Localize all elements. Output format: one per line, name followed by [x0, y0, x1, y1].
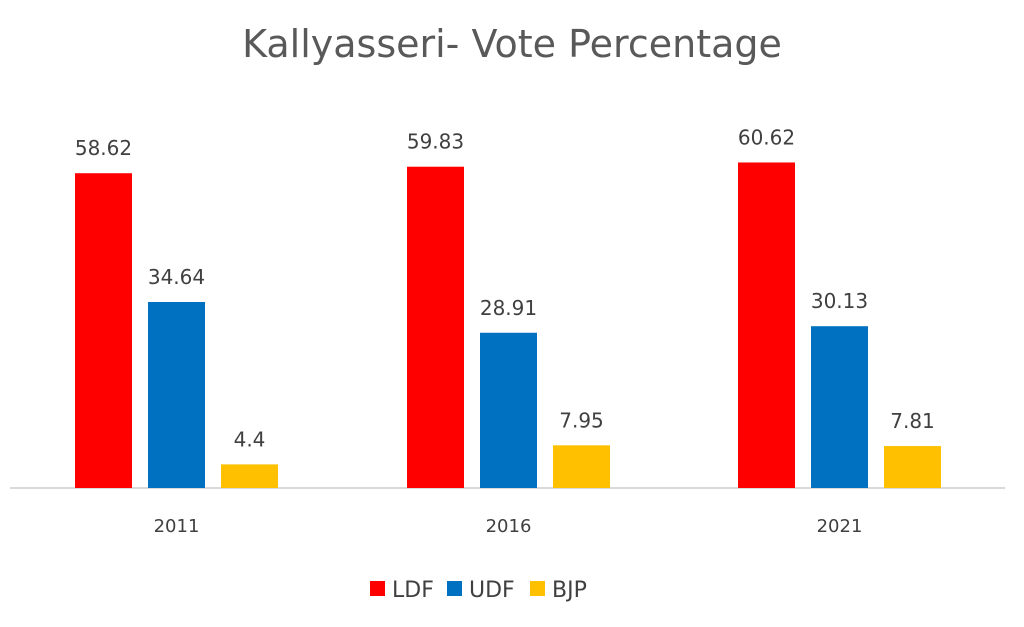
legend-swatch-ldf: [370, 581, 385, 596]
legend-swatch-udf: [447, 581, 462, 596]
data-label-bjp-2011: 4.4: [234, 427, 266, 451]
chart-title: Kallyasseri- Vote Percentage: [242, 22, 782, 66]
x-tick-label: 2016: [486, 516, 532, 537]
data-label-bjp-2016: 7.95: [559, 408, 604, 432]
legend-label-bjp: BJP: [552, 578, 587, 603]
bar-bjp-2021: [884, 446, 941, 488]
bar-bjp-2011: [221, 464, 278, 488]
bar-ldf-2011: [75, 173, 132, 488]
data-label-udf-2016: 28.91: [480, 296, 537, 320]
data-label-bjp-2021: 7.81: [890, 409, 935, 433]
data-label-ldf-2016: 59.83: [407, 130, 464, 154]
bar-bjp-2016: [553, 445, 610, 488]
legend-label-udf: UDF: [469, 578, 515, 603]
x-tick-label: 2021: [817, 516, 863, 537]
bar-udf-2011: [148, 301, 205, 488]
x-tick-label: 2011: [154, 516, 200, 537]
legend-label-ldf: LDF: [392, 578, 434, 603]
bar-ldf-2021: [738, 162, 795, 489]
legend-swatch-bjp: [530, 581, 545, 596]
bar-udf-2016: [480, 332, 537, 488]
data-label-ldf-2021: 60.62: [738, 125, 795, 149]
bar-udf-2021: [811, 326, 868, 488]
bar-ldf-2016: [407, 166, 464, 489]
data-label-udf-2011: 34.64: [148, 265, 205, 289]
data-label-ldf-2011: 58.62: [75, 136, 132, 160]
data-label-udf-2021: 30.13: [811, 289, 868, 313]
